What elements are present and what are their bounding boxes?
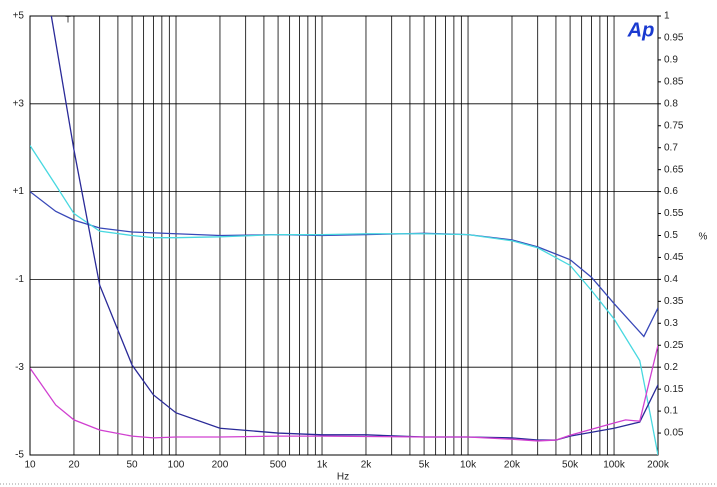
- y2-tick-label: 0.25: [664, 340, 684, 351]
- y2-tick-label: 0.4: [664, 274, 678, 285]
- y2-tick-label: 0.65: [664, 164, 684, 175]
- series-line: [30, 345, 658, 442]
- y-tick-label: +1: [13, 186, 25, 197]
- series-line: [30, 145, 658, 455]
- y2-tick-label: 0.8: [664, 98, 678, 109]
- x-tick-label: 50k: [562, 460, 579, 471]
- x-tick-label: 50: [126, 460, 138, 471]
- x-tick-label: 20: [68, 460, 80, 471]
- y-tick-label: -5: [15, 450, 24, 461]
- y2-tick-label: 0.75: [664, 120, 684, 131]
- series-line: [30, 191, 658, 338]
- y2-tick-label: 0.45: [664, 252, 684, 263]
- y2-tick-label: 0.55: [664, 208, 684, 219]
- y2-tick-label: 0.2: [664, 362, 678, 373]
- x-tick-label: 10k: [460, 460, 477, 471]
- y2-tick-label: 0.7: [664, 142, 678, 153]
- x-tick-label: 2k: [361, 460, 373, 471]
- x-tick-label: 20k: [504, 460, 521, 471]
- series-line: [50, 16, 658, 441]
- y2-tick-label: 0.05: [664, 428, 684, 439]
- y2-tick-label: 0.1: [664, 406, 678, 417]
- logo: Ap: [627, 19, 655, 41]
- x-tick-label: 200k: [647, 460, 670, 471]
- y2-tick-label: 0.6: [664, 186, 678, 197]
- x-tick-label: 200: [212, 460, 229, 471]
- x-tick-label: 1k: [317, 460, 329, 471]
- x-tick-label: 500: [270, 460, 287, 471]
- y2-tick-label: 0.3: [664, 318, 678, 329]
- y2-tick-label: 0.85: [664, 76, 684, 87]
- x-tick-label: 100k: [603, 460, 626, 471]
- y2-tick-label: 1: [664, 11, 670, 22]
- y-tick-label: -1: [15, 274, 24, 285]
- cursor-marker: T: [65, 14, 71, 24]
- y2-tick-label: 0.9: [664, 55, 678, 66]
- x-tick-label: 10: [24, 460, 36, 471]
- y-tick-label: -3: [15, 362, 24, 373]
- x-tick-label: 5k: [419, 460, 431, 471]
- y2-tick-label: 0.35: [664, 296, 684, 307]
- y-tick-label: +5: [13, 11, 25, 22]
- y2-tick-label: 0.5: [664, 230, 678, 241]
- x-axis-label: Hz: [337, 472, 349, 483]
- x-tick-label: 100: [168, 460, 185, 471]
- y2-tick-label: 0.95: [664, 33, 684, 44]
- y-tick-label: +3: [13, 98, 25, 109]
- y2-axis-label: %: [699, 232, 708, 243]
- y2-tick-label: 0.15: [664, 384, 684, 395]
